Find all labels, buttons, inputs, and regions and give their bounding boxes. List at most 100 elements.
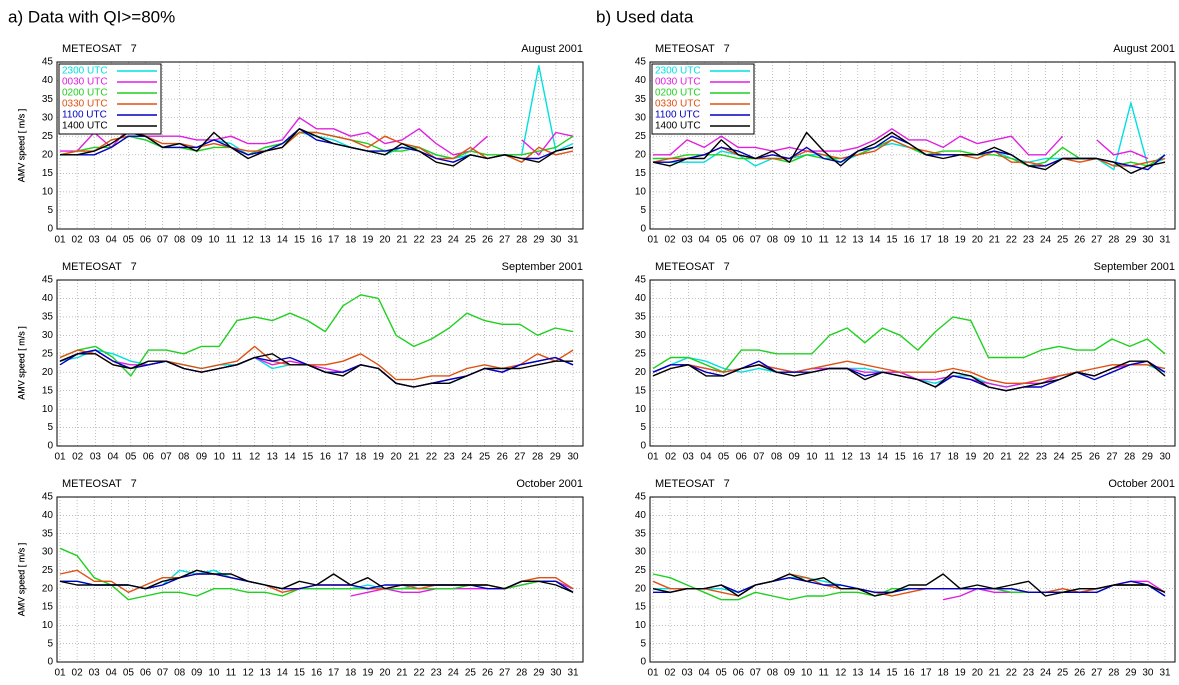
x-tick-label: 08 <box>771 452 783 463</box>
x-tick-label: 02 <box>72 668 84 679</box>
x-tick-label: 02 <box>665 668 677 679</box>
x-tick-label: 12 <box>835 235 847 246</box>
column-header: b) Used data <box>596 7 694 26</box>
x-tick-label: 14 <box>869 668 881 679</box>
x-tick-label: 27 <box>1091 668 1103 679</box>
y-tick-label: 30 <box>635 112 647 123</box>
x-tick-label: 01 <box>54 452 66 463</box>
y-tick-label: 0 <box>47 441 53 452</box>
x-tick-label: 07 <box>161 452 173 463</box>
x-tick-label: 15 <box>886 668 898 679</box>
x-tick-label: 08 <box>767 668 779 679</box>
x-tick-label: 14 <box>877 452 889 463</box>
y-tick-label: 25 <box>635 131 647 142</box>
y-tick-label: 35 <box>42 94 54 105</box>
x-tick-label: 12 <box>243 668 255 679</box>
x-tick-label: 28 <box>1124 452 1136 463</box>
y-tick-label: 45 <box>42 275 54 286</box>
x-tick-label: 23 <box>1023 235 1035 246</box>
x-tick-label: 23 <box>431 235 443 246</box>
y-tick-label: 25 <box>635 565 647 576</box>
x-tick-label: 21 <box>1001 452 1013 463</box>
y-tick-label: 15 <box>635 385 647 396</box>
x-tick-label: 29 <box>1125 235 1137 246</box>
x-tick-label: 16 <box>311 668 323 679</box>
x-tick-label: 24 <box>1040 235 1052 246</box>
panel-title: METEOSAT 7 <box>655 261 730 273</box>
y-tick-label: 5 <box>640 205 646 216</box>
x-tick-label: 04 <box>700 452 712 463</box>
legend-label: 2300 UTC <box>62 66 108 77</box>
y-tick-label: 30 <box>635 330 647 341</box>
y-tick-label: 10 <box>635 404 647 415</box>
x-tick-label: 28 <box>532 452 544 463</box>
x-tick-label: 29 <box>1142 452 1154 463</box>
y-tick-label: 15 <box>42 602 54 613</box>
x-tick-label: 08 <box>174 235 186 246</box>
x-tick-label: 04 <box>108 452 120 463</box>
x-tick-label: 15 <box>294 668 306 679</box>
y-tick-label: 10 <box>42 187 54 198</box>
x-tick-label: 27 <box>1091 235 1103 246</box>
x-tick-label: 18 <box>938 668 950 679</box>
x-tick-label: 06 <box>140 235 152 246</box>
x-tick-label: 28 <box>1108 235 1120 246</box>
x-tick-label: 06 <box>733 235 745 246</box>
x-tick-label: 05 <box>123 668 135 679</box>
y-tick-label: 15 <box>42 385 54 396</box>
y-tick-label: 30 <box>635 547 647 558</box>
x-tick-label: 22 <box>1018 452 1030 463</box>
x-tick-label: 27 <box>499 235 511 246</box>
legend-label: 1100 UTC <box>62 110 107 121</box>
y-tick-label: 20 <box>42 583 54 594</box>
x-tick-label: 11 <box>824 452 835 463</box>
x-tick-label: 18 <box>355 452 367 463</box>
x-tick-label: 02 <box>665 235 677 246</box>
x-tick-label: 10 <box>208 668 220 679</box>
y-axis-label: AMV speed [ m/s ] <box>16 543 26 617</box>
x-tick-label: 14 <box>284 452 296 463</box>
x-tick-label: 22 <box>1006 235 1018 246</box>
x-tick-label: 27 <box>499 668 511 679</box>
x-tick-label: 19 <box>955 235 967 246</box>
x-tick-label: 17 <box>328 668 340 679</box>
y-tick-label: 25 <box>635 348 647 359</box>
x-tick-label: 28 <box>1108 668 1120 679</box>
x-tick-label: 09 <box>191 668 203 679</box>
x-tick-label: 19 <box>362 235 374 246</box>
y-tick-label: 45 <box>42 57 54 68</box>
series-line <box>652 131 1166 174</box>
x-tick-label: 05 <box>716 235 728 246</box>
x-tick-label: 13 <box>859 452 871 463</box>
legend-label: 1100 UTC <box>655 110 700 121</box>
y-tick-label: 35 <box>635 528 647 539</box>
series-line <box>652 573 1166 601</box>
x-tick-label: 19 <box>373 452 385 463</box>
x-tick-label: 11 <box>818 235 829 246</box>
x-tick-label: 03 <box>682 668 694 679</box>
y-tick-label: 35 <box>42 312 54 323</box>
x-tick-label: 03 <box>89 235 101 246</box>
y-tick-label: 0 <box>47 224 53 235</box>
x-tick-label: 31 <box>1159 235 1171 246</box>
y-tick-label: 5 <box>47 205 53 216</box>
plot-frame <box>56 279 584 447</box>
x-tick-label: 19 <box>362 668 374 679</box>
series-line <box>60 573 574 593</box>
y-tick-label: 40 <box>42 75 54 86</box>
legend-label: 1400 UTC <box>62 121 108 132</box>
y-tick-label: 45 <box>635 275 647 286</box>
x-tick-label: 22 <box>414 668 426 679</box>
y-tick-label: 0 <box>640 224 646 235</box>
y-tick-label: 40 <box>42 510 54 521</box>
y-axis-label: AMV speed [ m/s ] <box>16 326 26 400</box>
y-tick-label: 0 <box>640 441 646 452</box>
x-tick-label: 10 <box>208 235 220 246</box>
plot-frame <box>649 61 1176 230</box>
y-tick-label: 25 <box>42 131 54 142</box>
x-tick-label: 20 <box>379 668 391 679</box>
x-tick-label: 22 <box>414 235 426 246</box>
x-tick-label: 30 <box>1142 235 1154 246</box>
x-tick-label: 01 <box>647 235 659 246</box>
